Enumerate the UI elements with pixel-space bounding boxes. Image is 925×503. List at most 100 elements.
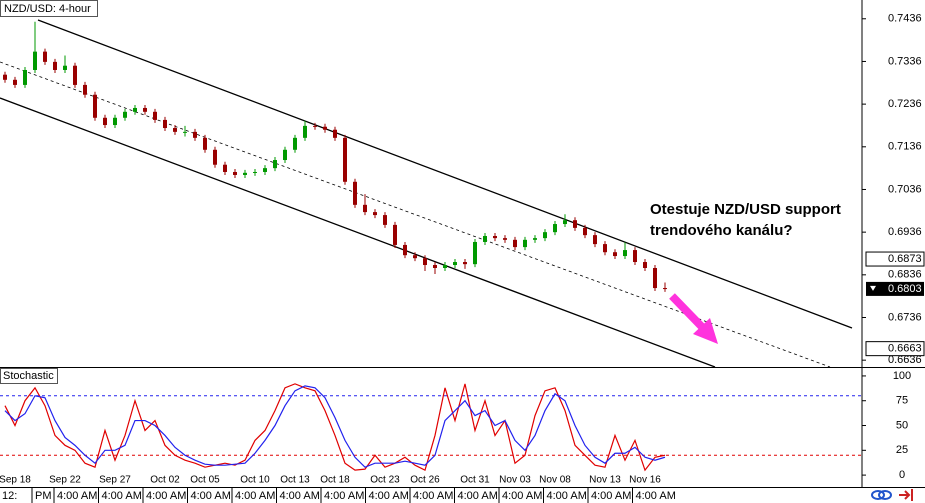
candle-body [103,117,107,126]
candle-body [463,262,467,265]
icon-link[interactable] [871,490,885,500]
candle-body [443,265,447,268]
candle-body [603,244,607,253]
x-tick-label: Oct 23 [370,475,400,486]
candle-body [293,137,297,150]
level-label: 0.6663 [888,343,922,355]
x-tick-label: Oct 13 [280,475,310,486]
candle-body [23,69,27,85]
candle-body [563,220,567,225]
x-tick-label: Nov 08 [539,475,571,486]
arrow-shaft [669,293,706,331]
candle-body [163,119,167,129]
channel-upper [37,19,853,329]
stochastic-line [4,383,666,472]
candle-body [383,215,387,225]
time-label: 4:00 AM [324,490,364,502]
x-tick-label: Oct 31 [460,475,490,486]
candle-body [143,107,147,112]
icon-link[interactable] [878,490,892,500]
candle-body [63,65,67,70]
x-tick-label: Oct 02 [150,475,180,486]
channel-lower [0,97,716,368]
candle-body [363,204,367,213]
y-tick-label: 0.7036 [888,183,922,195]
y-tick-label: 50 [896,419,908,431]
level-label: 0.6873 [888,253,922,265]
time-label: 4:00 AM [413,490,453,502]
candle-body [43,51,47,62]
candle-body [3,74,7,80]
candle-body [123,111,127,118]
candle-body [83,84,87,95]
x-tick-label: Sep 27 [99,475,131,486]
candle-body [273,160,277,169]
candle-body [233,171,237,175]
y-tick-label: 0.6936 [888,226,922,238]
time-label: 4:00 AM [191,490,231,502]
candle-body [183,131,187,133]
time-label: 4:00 AM [57,490,97,502]
candle-body [633,250,637,263]
candle-body [653,267,657,289]
candle-body [483,235,487,242]
last-price-box [866,281,924,296]
candle-body [33,51,37,70]
candle-body [93,94,97,118]
x-tick-label: Nov 13 [589,475,621,486]
time-label: 12: [2,490,17,502]
chart-title: NZD/USD: 4-hour [4,3,91,15]
candle-body [73,65,77,85]
x-tick-label: Nov 03 [499,475,531,486]
marks: 0.7436 0.7336 0.7236 0.7136 0.7036 0.6936 0.68… [0,13,925,486]
candle-body [353,181,357,205]
icons[interactable] [871,489,913,501]
candle-body [493,235,497,239]
candle-body [433,265,437,268]
x-tick-label: Sep 22 [49,475,81,486]
candle-body [253,171,257,173]
candle-body [153,111,157,120]
candle-body [533,238,537,240]
y-tick-label: 0.7136 [888,141,922,153]
candle-body [53,61,57,70]
candle-body [473,241,477,265]
x-tick-label: Sep 18 [0,475,31,486]
candle-body [643,262,647,268]
y-tick-label: 25 [896,444,908,456]
time-label: 4:00 AM [235,490,275,502]
candle-body [333,129,337,138]
panel-title: Stochastic [3,370,54,382]
y-tick-label: 0.7236 [888,98,922,110]
candle-body [263,168,267,172]
candle-body [523,239,527,248]
candle-body [303,125,307,138]
time-label: 4:00 AM [636,490,676,502]
candle-body [323,126,327,130]
candle-body [213,149,217,165]
candle-body [513,239,517,248]
candle-body [343,137,347,182]
candle-body [283,149,287,161]
y-tick-label: 100 [893,370,911,382]
time-label: 4:00 AM [102,490,142,502]
candle-body [133,107,137,112]
candle-body [553,224,557,233]
candle-body [373,212,377,216]
time-label: 4:00 AM [369,490,409,502]
y-tick-label: 75 [896,395,908,407]
annotation: Otestuje NZD/USD support [650,201,841,218]
time-label: 4:00 AM [547,490,587,502]
y-tick-label: 0.6636 [888,354,922,366]
candle-body [13,79,17,85]
candle-body [223,164,227,172]
x-tick-label: Oct 26 [410,475,440,486]
candle-body [663,288,667,290]
candle-body [403,244,407,256]
candle-body [613,252,617,257]
icon-arrow[interactable] [904,490,911,500]
time-label: 4:00 AM [591,490,631,502]
title-box [0,0,98,17]
